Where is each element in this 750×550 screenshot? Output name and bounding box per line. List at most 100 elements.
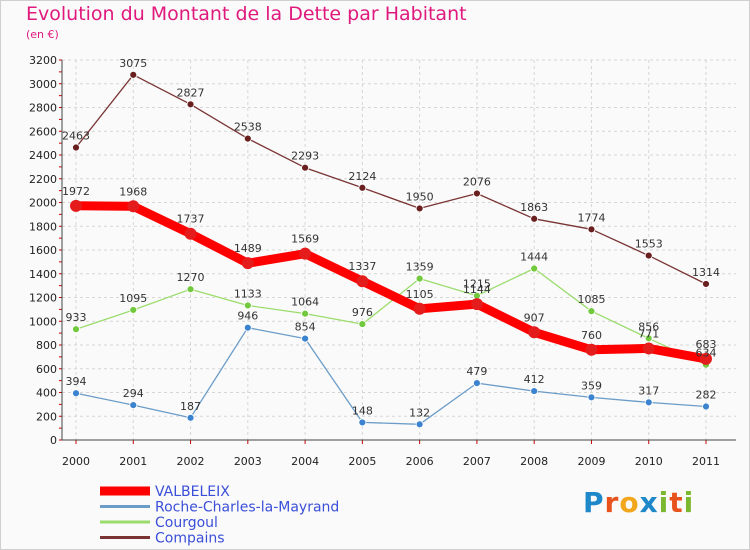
data-point (644, 398, 653, 407)
data-label: 1105 (406, 288, 434, 301)
data-point (644, 334, 653, 343)
data-point (127, 200, 140, 213)
data-label: 1270 (177, 271, 205, 284)
y-tick-label: 1400 (29, 268, 57, 281)
series-line-courgoul (75, 267, 707, 366)
series-line-compains (75, 74, 707, 285)
data-label: 1314 (692, 266, 720, 279)
data-label: 1737 (177, 213, 205, 226)
y-tick-label: 1800 (29, 220, 57, 233)
y-tick-label: 2800 (29, 102, 57, 115)
data-point (470, 298, 483, 311)
data-point (702, 402, 710, 411)
data-label: 1553 (635, 238, 663, 251)
logo-letter: P (583, 486, 605, 519)
data-labels: 1972 1968 1737 1489 1569 1337 1105 1144 907 760 77… (62, 57, 720, 419)
data-point (644, 251, 653, 260)
data-label: 856 (638, 320, 659, 333)
data-point (413, 302, 426, 315)
data-label: 771 (638, 327, 659, 340)
grid (62, 59, 736, 441)
y-tick-label: 600 (36, 363, 57, 376)
data-label: 412 (524, 373, 545, 386)
data-label: 1337 (348, 260, 376, 273)
data-label: 1489 (234, 242, 262, 255)
series-line-roche-charles-la-mayrand (75, 327, 707, 425)
data-label: 294 (123, 387, 144, 400)
data-label: 2076 (463, 175, 491, 188)
data-label: 933 (66, 311, 87, 324)
y-tick-label: 2400 (29, 149, 57, 162)
data-label: 2827 (177, 86, 205, 99)
data-point (241, 257, 254, 270)
data-label: 359 (581, 379, 602, 392)
data-point (243, 134, 252, 143)
data-label: 1064 (291, 296, 319, 309)
data-label: 1774 (577, 211, 605, 224)
data-point (473, 379, 481, 388)
x-tick-label: 2000 (62, 455, 90, 468)
data-label: 1569 (291, 233, 319, 246)
y-tick-label: 1200 (29, 292, 57, 305)
data-label: 1095 (119, 292, 147, 305)
axes: 0 200 400 600 800 1000 1200 1400 1600 1800 2000 220… (29, 54, 736, 468)
data-point (702, 280, 710, 288)
y-tick-label: 1600 (29, 244, 57, 257)
x-tick-label: 2009 (577, 455, 605, 468)
x-tick-label: 2003 (234, 455, 262, 468)
data-point (530, 214, 539, 223)
data-point (186, 285, 195, 294)
legend: VALBELEIXRoche-Charles-la-MayrandCourgou… (100, 484, 339, 547)
data-label: 907 (524, 311, 545, 324)
logo-letter: o (619, 486, 640, 519)
legend-label: Compains (155, 531, 225, 547)
data-label: 1215 (463, 278, 491, 291)
data-label: 317 (638, 384, 659, 397)
data-label: 394 (66, 375, 87, 388)
data-label: 1444 (520, 251, 548, 264)
logo-letter: i (658, 486, 670, 519)
data-label: 976 (352, 306, 373, 319)
data-point (700, 352, 712, 365)
legend-label: Courgoul (155, 515, 218, 531)
series-line-valbeleix (71, 201, 711, 364)
data-point (528, 326, 541, 339)
data-point (358, 418, 367, 427)
data-point (72, 143, 80, 152)
data-point (299, 247, 312, 260)
y-tick-label: 1000 (29, 315, 57, 328)
legend-label: Roche-Charles-la-Mayrand (155, 500, 339, 516)
data-label: 479 (466, 365, 487, 378)
data-point (186, 100, 195, 109)
logo-letter: i (683, 486, 695, 519)
series (70, 70, 712, 429)
y-tick-label: 2200 (29, 173, 57, 186)
logo-letter: x (639, 486, 659, 519)
data-label: 148 (352, 404, 373, 417)
data-point (585, 343, 598, 356)
data-label: 1144 (463, 283, 491, 296)
x-tick-label: 2006 (406, 455, 434, 468)
data-label: 1359 (406, 261, 434, 274)
data-point (358, 183, 367, 192)
data-point (415, 274, 424, 283)
data-point (72, 389, 80, 398)
y-tick-label: 3000 (29, 78, 57, 91)
data-label: 634 (696, 347, 717, 360)
chart-title: Evolution du Montant de la Dette par Hab… (26, 3, 467, 25)
data-point (642, 342, 655, 355)
data-label: 2538 (234, 121, 262, 134)
data-point (186, 413, 195, 422)
data-label: 1968 (119, 185, 147, 198)
data-point (587, 307, 596, 316)
data-label: 187 (180, 400, 201, 413)
data-label: 946 (237, 310, 258, 323)
data-label: 2124 (348, 170, 376, 183)
y-tick-label: 3200 (29, 54, 57, 67)
data-label: 1863 (520, 201, 548, 214)
data-point (129, 70, 138, 79)
data-point (415, 204, 424, 213)
data-point (356, 275, 369, 288)
data-label: 3075 (119, 57, 147, 70)
